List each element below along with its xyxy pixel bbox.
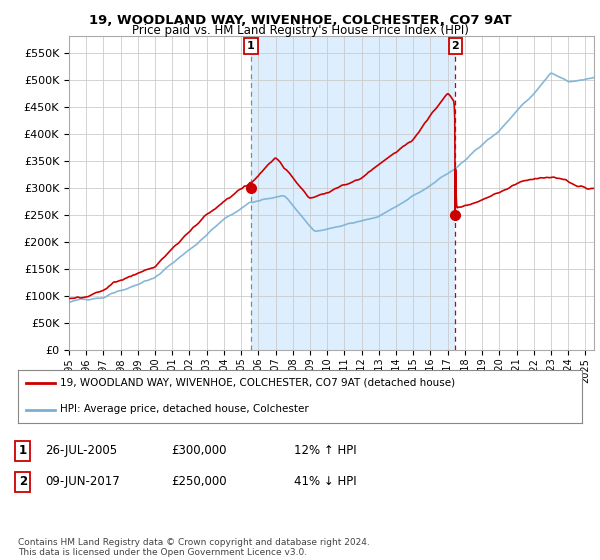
Text: 19, WOODLAND WAY, WIVENHOE, COLCHESTER, CO7 9AT: 19, WOODLAND WAY, WIVENHOE, COLCHESTER, … [89, 14, 511, 27]
Text: 2: 2 [451, 41, 459, 51]
Text: £300,000: £300,000 [171, 444, 227, 458]
Text: 41% ↓ HPI: 41% ↓ HPI [294, 475, 356, 488]
Text: HPI: Average price, detached house, Colchester: HPI: Average price, detached house, Colc… [60, 404, 309, 414]
Text: 1: 1 [247, 41, 255, 51]
Bar [251, 36, 455, 350]
Text: 19, WOODLAND WAY, WIVENHOE, COLCHESTER, CO7 9AT (detached house): 19, WOODLAND WAY, WIVENHOE, COLCHESTER, … [60, 378, 455, 388]
Text: Price paid vs. HM Land Registry's House Price Index (HPI): Price paid vs. HM Land Registry's House … [131, 24, 469, 37]
Text: 1: 1 [19, 444, 27, 458]
Text: 12% ↑ HPI: 12% ↑ HPI [294, 444, 356, 458]
Text: £250,000: £250,000 [171, 475, 227, 488]
Text: 09-JUN-2017: 09-JUN-2017 [45, 475, 120, 488]
Text: Contains HM Land Registry data © Crown copyright and database right 2024.
This d: Contains HM Land Registry data © Crown c… [18, 538, 370, 557]
Text: 2: 2 [19, 475, 27, 488]
Text: 26-JUL-2005: 26-JUL-2005 [45, 444, 117, 458]
